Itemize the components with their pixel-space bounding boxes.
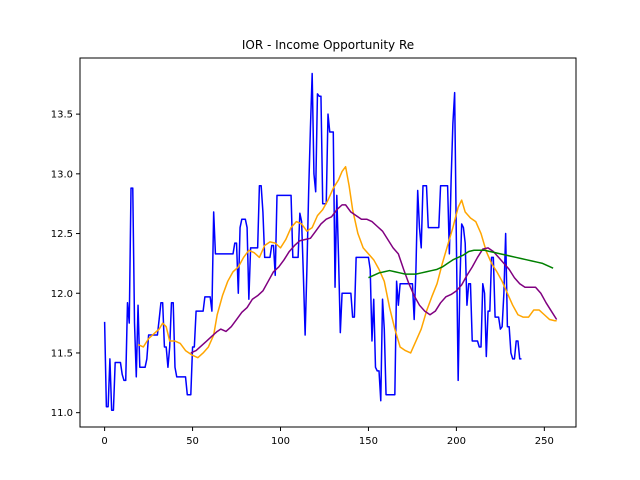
y-tick-label: 12.5: [51, 229, 73, 240]
x-tick-label: 250: [535, 436, 554, 447]
x-tick-label: 0: [101, 436, 107, 447]
series-line-1: [103, 72, 522, 412]
y-tick-label: 12.0: [51, 289, 73, 300]
series-line-4: [368, 249, 554, 279]
series-line-3: [190, 204, 558, 354]
y-tick-label: 13.0: [51, 169, 73, 180]
x-tick-label: 200: [447, 436, 466, 447]
x-tick-label: 100: [271, 436, 290, 447]
chart-title: IOR - Income Opportunity Re: [242, 38, 414, 52]
x-tick-label: 50: [186, 436, 199, 447]
axis-layer: 0 50 100 150 200 250 11.0 11.5 12.0 12.5 13.0 13.5: [51, 110, 554, 447]
series-line-2: [137, 165, 557, 359]
series-layer: [103, 72, 558, 412]
y-tick-label: 13.5: [51, 110, 73, 121]
y-tick-label: 11.5: [51, 348, 73, 359]
y-tick-label: 11.0: [51, 408, 73, 419]
x-tick-label: 150: [359, 436, 378, 447]
plot-frame: [79, 57, 577, 428]
